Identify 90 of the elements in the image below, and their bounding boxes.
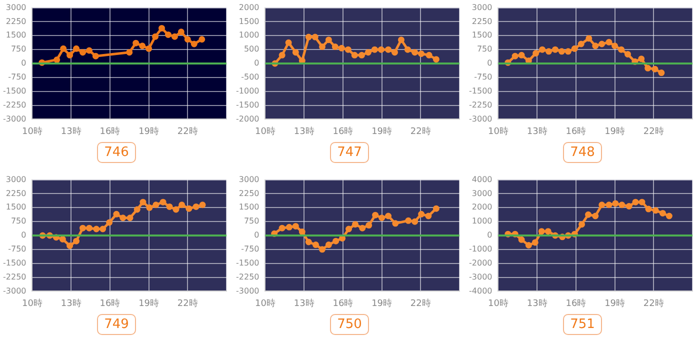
y-tick-label: 1500 (238, 202, 260, 212)
y-tick-label: -500 (241, 72, 260, 82)
x-tick-label: 22時 (410, 126, 431, 137)
y-tick-label: 1000 (238, 30, 260, 40)
y-tick-label: 750 (10, 216, 26, 226)
y-tick-label: -1500 (2, 258, 26, 268)
x-tick-label: 16時 (100, 298, 120, 309)
text: 747 (330, 142, 369, 163)
text: 750 (330, 314, 369, 335)
x-tick-label: 13時 (294, 126, 314, 137)
text: 746 (97, 142, 136, 163)
y-tick-label: -2000 (236, 114, 260, 124)
x-tick-label: 10時 (488, 298, 508, 309)
y-tick-label: 3000 (6, 174, 26, 184)
x-tick-label: 16時 (332, 126, 354, 137)
x-tick-label: 13時 (526, 126, 548, 137)
y-tick-label: 1500 (6, 202, 26, 212)
text: 749 (97, 314, 136, 335)
y-tick-label: -2250 (236, 272, 260, 282)
y-tick-label: 2000 (472, 202, 492, 212)
y-tick-label: 1500 (472, 30, 492, 40)
x-tick-label: 22時 (410, 298, 431, 309)
x-tick-label: 16時 (100, 126, 120, 137)
y-tick-label: -750 (474, 72, 492, 82)
x-tick-label: 10時 (255, 298, 276, 309)
x-tick-label: 22時 (643, 126, 664, 137)
y-tick-label: -1500 (236, 100, 260, 110)
y-tick-label: 1500 (6, 30, 26, 40)
y-tick-label: -3000 (236, 286, 260, 296)
y-tick-label: 3000 (472, 188, 492, 198)
y-tick-label: 750 (244, 216, 260, 226)
y-tick-label: -2250 (468, 100, 492, 110)
y-tick-label: 4000 (472, 174, 492, 184)
x-tick-label: 16時 (332, 298, 354, 309)
x-tick-label: 19時 (604, 298, 626, 309)
x-tick-label: 16時 (566, 298, 586, 309)
y-tick-label: 2250 (472, 16, 492, 26)
y-tick-label: -2000 (468, 258, 492, 268)
y-tick-label: 750 (10, 44, 26, 54)
y-tick-label: -750 (241, 244, 260, 254)
y-tick-label: 0 (21, 230, 26, 240)
y-tick-label: -3000 (468, 272, 492, 282)
text: 748 (563, 142, 602, 163)
y-tick-label: -1500 (468, 86, 492, 96)
x-tick-label: 13時 (294, 298, 314, 309)
y-tick-label: -3000 (2, 286, 26, 296)
x-tick-label: 19時 (372, 126, 392, 137)
x-tick-label: 10時 (255, 126, 276, 137)
y-tick-label: -1000 (236, 86, 260, 96)
x-tick-label: 22時 (643, 298, 664, 309)
y-tick-label: 1500 (238, 16, 260, 26)
y-tick-label: 750 (476, 44, 492, 54)
x-tick-label: 13時 (526, 298, 548, 309)
x-tick-label: 22時 (177, 298, 198, 309)
y-tick-label: 0 (254, 230, 260, 240)
y-tick-label: 3000 (238, 174, 260, 184)
y-tick-label: -750 (8, 244, 26, 254)
y-tick-label: -2250 (2, 100, 26, 110)
x-tick-label: 10時 (22, 126, 42, 137)
y-tick-label: 3000 (6, 2, 26, 12)
y-tick-label: 0 (487, 58, 492, 68)
x-tick-label: 19時 (138, 298, 160, 309)
x-tick-label: 13時 (60, 298, 82, 309)
text: 751 (563, 314, 602, 335)
x-tick-label: 22時 (177, 126, 198, 137)
x-tick-label: 19時 (138, 126, 160, 137)
y-tick-label: -2250 (2, 272, 26, 282)
y-tick-label: -1500 (2, 86, 26, 96)
y-tick-label: -3000 (468, 114, 492, 124)
x-tick-label: 19時 (372, 298, 392, 309)
x-tick-label: 16時 (566, 126, 586, 137)
y-tick-label: -1500 (236, 258, 260, 268)
y-tick-label: 2250 (6, 188, 26, 198)
y-tick-label: 1000 (472, 216, 492, 226)
y-tick-label: 3000 (472, 2, 492, 12)
y-tick-label: 2000 (238, 2, 260, 12)
y-tick-label: 0 (21, 58, 26, 68)
x-tick-label: 10時 (22, 298, 42, 309)
y-tick-label: 2250 (6, 16, 26, 26)
y-tick-label: -1000 (468, 244, 492, 254)
x-tick-label: 10時 (488, 126, 508, 137)
y-tick-label: -750 (8, 72, 26, 82)
y-tick-label: 0 (254, 58, 260, 68)
y-tick-label: -4000 (468, 286, 492, 296)
y-tick-label: 500 (244, 44, 260, 54)
y-tick-label: -3000 (2, 114, 26, 124)
x-tick-label: 13時 (60, 126, 82, 137)
y-tick-label: 2250 (238, 188, 260, 198)
x-tick-label: 19時 (604, 126, 626, 137)
y-tick-label: 0 (487, 230, 492, 240)
